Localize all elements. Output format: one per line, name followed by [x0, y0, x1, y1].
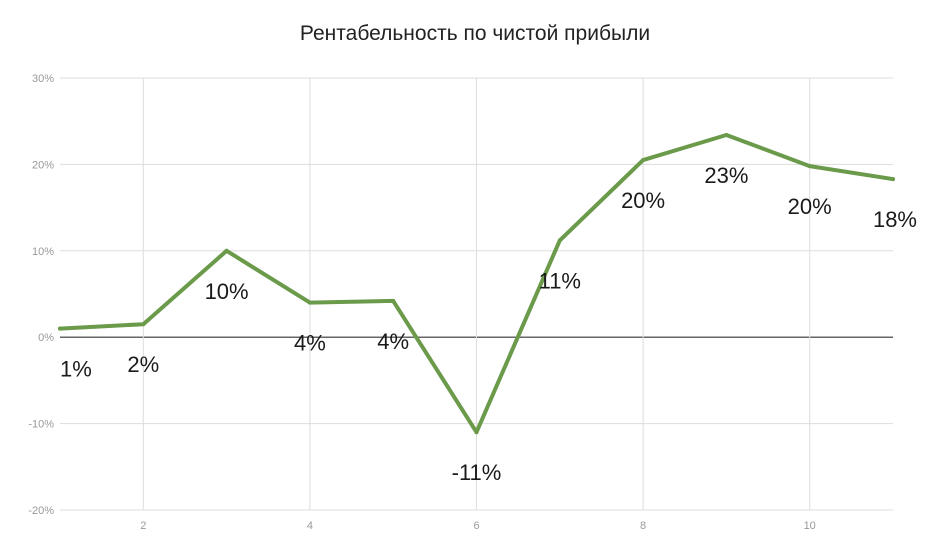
x-tick-label: 4 [307, 520, 313, 532]
data-label: 4% [377, 329, 409, 354]
y-tick-label: 30% [32, 73, 54, 85]
data-label: 18% [873, 207, 917, 232]
x-tick-label: 8 [640, 520, 646, 532]
y-tick-label: 10% [32, 246, 54, 258]
data-point [474, 430, 479, 435]
data-label: 20% [621, 188, 665, 213]
data-point [141, 322, 146, 327]
y-tick-label: 20% [32, 159, 54, 171]
chart-title: Рентабельность по чистой прибыли [299, 22, 651, 45]
y-tick-label: 0% [38, 332, 54, 344]
data-label: 2% [127, 352, 159, 377]
data-point [307, 300, 312, 305]
data-label: -11% [452, 460, 502, 485]
data-point [641, 158, 646, 163]
data-point [807, 164, 812, 169]
x-tick-label: 6 [473, 520, 479, 532]
data-label: 1% [60, 357, 92, 382]
data-point [391, 298, 396, 303]
y-tick-label: -20% [28, 505, 54, 517]
data-label: 23% [704, 163, 748, 188]
data-point [891, 177, 895, 182]
data-label: 10% [205, 279, 249, 304]
y-tick-label: -10% [28, 419, 54, 431]
data-point [224, 248, 229, 253]
data-point [557, 238, 562, 243]
data-point [58, 326, 62, 331]
data-label: 11% [539, 268, 581, 293]
data-point [724, 133, 729, 138]
x-tick-label: 10 [804, 520, 816, 532]
data-label: 4% [294, 331, 326, 356]
x-tick-label: 2 [140, 520, 146, 532]
data-label: 20% [788, 194, 832, 219]
